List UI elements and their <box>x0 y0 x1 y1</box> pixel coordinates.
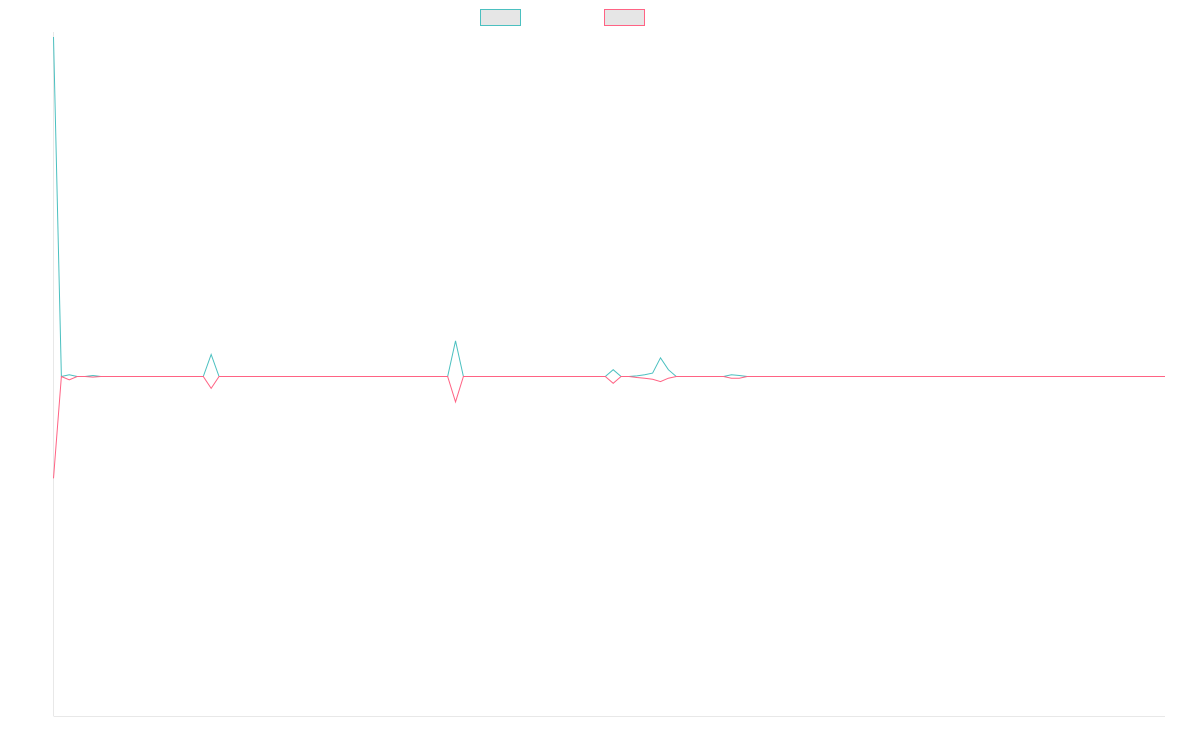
legend <box>480 9 645 26</box>
axes <box>53 32 1165 717</box>
legend-swatch-1[interactable] <box>480 9 521 26</box>
series-layer <box>53 36 1165 479</box>
legend-item-2[interactable] <box>604 9 645 26</box>
legend-item-1[interactable] <box>480 9 521 26</box>
series-line-1 <box>53 36 1165 378</box>
legend-swatch-2[interactable] <box>604 9 645 26</box>
series-line-2 <box>53 375 1165 479</box>
